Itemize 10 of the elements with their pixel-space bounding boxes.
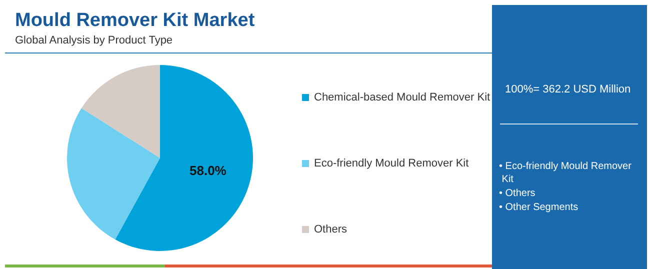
chart-title: Mould Remover Kit Market (15, 10, 256, 31)
text: • Eco-friendly Mould Remover Kit (499, 161, 632, 185)
text: • Others (499, 188, 536, 199)
data-label: 58.0% (190, 162, 227, 178)
legend-label: Chemical-based Mould Remover Kit (314, 92, 490, 104)
text: • Other Segments (499, 202, 578, 213)
legend-label: Others (314, 224, 348, 236)
legend-label: Eco-friendly Mould Remover Kit (314, 158, 469, 170)
chart-subtitle: Global Analysis by Product Type (15, 34, 173, 46)
text: 100%= 362.2 USD Million (505, 84, 631, 96)
